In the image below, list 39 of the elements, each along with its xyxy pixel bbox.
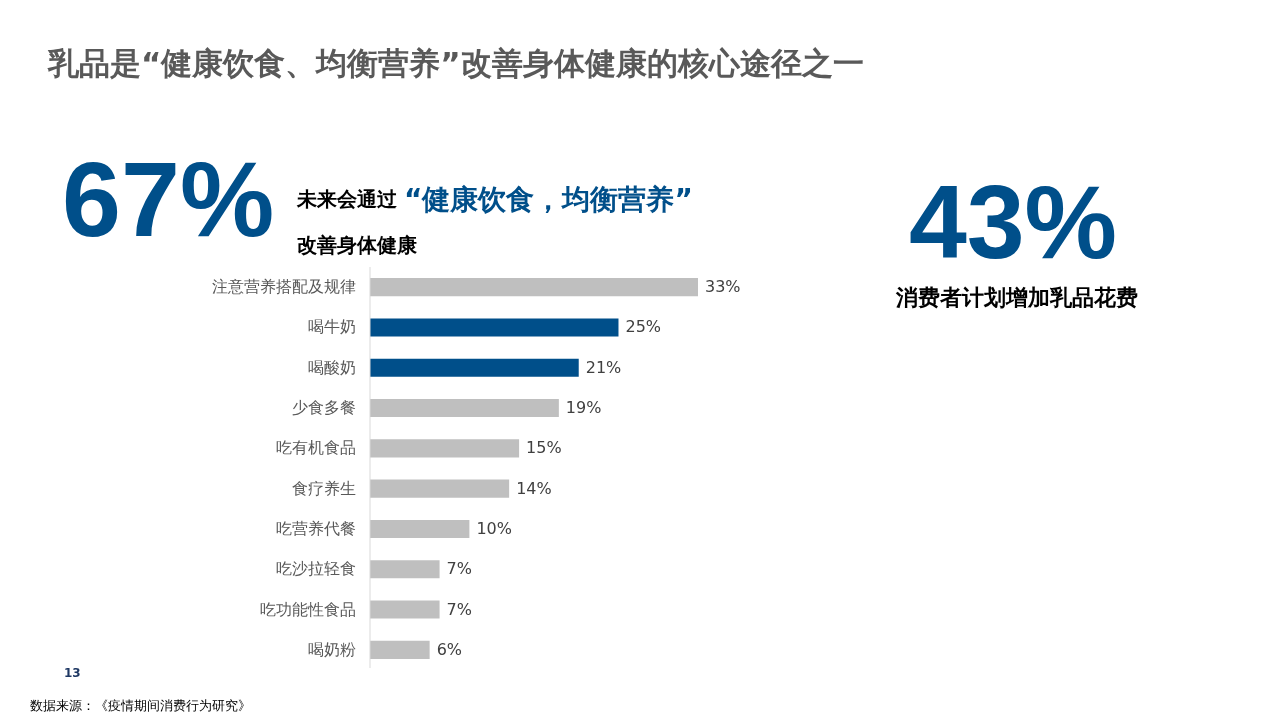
y-tick-label: 吃营养代餐: [276, 518, 356, 538]
text: “健康饮食，均衡营养”: [404, 183, 693, 216]
bar: [370, 358, 579, 377]
y-tick-label: 喝酸奶: [308, 357, 356, 377]
bar: [370, 560, 440, 579]
data-label: 6%: [436, 639, 463, 659]
data-label: 19%: [565, 398, 602, 418]
y-tick-label: 注意营养搭配及规律: [212, 277, 356, 297]
data-label: 25%: [625, 317, 662, 337]
y-tick-label: 少食多餐: [292, 398, 356, 418]
y-tick-label: 吃沙拉轻食: [276, 559, 356, 579]
y-tick-label: 喝牛奶: [308, 317, 356, 337]
text: 消费者计划增加乳品花费: [895, 285, 1138, 310]
data-label: 7%: [446, 559, 472, 579]
data-label: 15%: [526, 438, 562, 458]
bar: [370, 640, 430, 659]
bar: [370, 398, 559, 418]
data-label: 10%: [476, 518, 512, 538]
bar: [370, 600, 440, 619]
text: 43%: [908, 164, 1118, 280]
bar: [370, 318, 619, 337]
text: 67%: [62, 140, 275, 258]
bar: [370, 479, 510, 498]
data-label: 21%: [585, 357, 622, 377]
y-tick-label: 吃有机食品: [276, 438, 356, 458]
bar: [370, 519, 470, 539]
y-tick-label: 食疗养生: [292, 478, 356, 498]
text: 13: [64, 666, 81, 680]
bar: [370, 439, 520, 458]
source-note: 数据来源：《疫情期间消费行为研究》: [30, 698, 251, 713]
data-label: 7%: [446, 599, 472, 619]
y-tick-label: 喝奶粉: [308, 639, 356, 659]
chart-title: 乳品是“健康饮食、均衡营养”改善身体健康的核心途径之一: [47, 45, 864, 81]
data-label: 33%: [705, 277, 741, 297]
y-tick-label: 吃功能性食品: [260, 599, 356, 619]
data-label: 14%: [516, 478, 552, 498]
text: 未来会通过: [296, 187, 398, 211]
bar: [370, 278, 698, 297]
text: 改善身体健康: [297, 233, 418, 257]
